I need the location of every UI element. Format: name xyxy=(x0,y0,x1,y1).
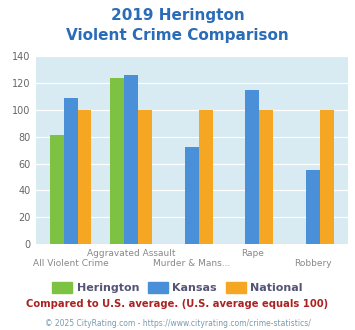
Text: Compared to U.S. average. (U.S. average equals 100): Compared to U.S. average. (U.S. average … xyxy=(26,299,329,309)
Bar xyxy=(64,98,77,244)
Bar xyxy=(110,78,124,244)
Bar xyxy=(50,135,64,244)
Bar xyxy=(124,75,138,244)
Text: Murder & Mans...: Murder & Mans... xyxy=(153,259,230,268)
Text: Aggravated Assault: Aggravated Assault xyxy=(87,249,175,258)
Text: All Violent Crime: All Violent Crime xyxy=(33,259,109,268)
Text: Robbery: Robbery xyxy=(294,259,332,268)
Legend: Herington, Kansas, National: Herington, Kansas, National xyxy=(48,278,307,298)
Bar xyxy=(185,148,199,244)
Bar xyxy=(306,170,320,244)
Text: Violent Crime Comparison: Violent Crime Comparison xyxy=(66,28,289,43)
Bar xyxy=(199,110,213,244)
Bar xyxy=(259,110,273,244)
Bar xyxy=(138,110,152,244)
Text: © 2025 CityRating.com - https://www.cityrating.com/crime-statistics/: © 2025 CityRating.com - https://www.city… xyxy=(45,319,310,328)
Bar xyxy=(320,110,334,244)
Bar xyxy=(77,110,92,244)
Text: Rape: Rape xyxy=(241,249,264,258)
Bar xyxy=(245,90,259,244)
Text: 2019 Herington: 2019 Herington xyxy=(111,8,244,23)
